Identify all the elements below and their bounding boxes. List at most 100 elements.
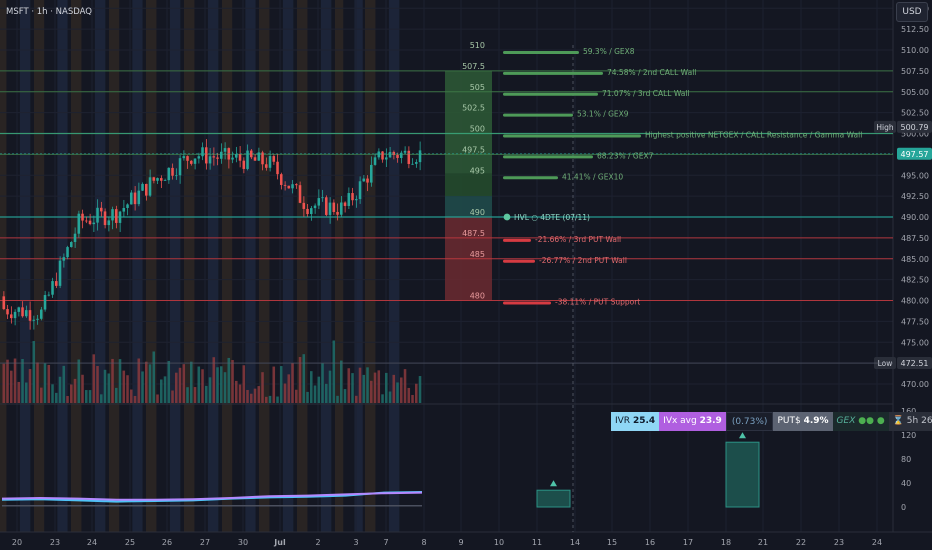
forecast-arrow-icon [739, 432, 746, 439]
level-description[interactable]: 71.07% / 3rd CALL Wall [602, 89, 690, 98]
session-band-premarket [259, 0, 270, 532]
price-tag-bg [897, 120, 932, 133]
candle-body [298, 185, 302, 203]
symbol-title[interactable]: MSFT · 1h · NASDAQ [6, 7, 92, 17]
candle-body [62, 257, 66, 261]
session-band-afterhours [207, 0, 219, 532]
volume-bar [272, 366, 276, 403]
session-band-premarket [297, 0, 308, 532]
time-axis[interactable]: 20 23 24 25 26 27 30 Jul 2 3 7 8 9 10 11 14 15 16 17 18 21 22… [12, 538, 882, 547]
volume-bar [36, 362, 39, 403]
time-tick-label: 10 [494, 538, 504, 547]
volume-bar [287, 374, 291, 403]
volume-bar [21, 358, 24, 403]
session-band-premarket [222, 0, 233, 532]
candle-body [261, 152, 264, 165]
session-band-afterhours [169, 0, 181, 532]
candle-body [186, 156, 189, 161]
volume-bar [377, 370, 381, 403]
candle-body [400, 152, 403, 158]
level-labels[interactable]: 510 59.3% / GEX8 507.5 74.58% / 2nd CALL Wa… [462, 41, 862, 307]
level-strike-label: 485 [470, 250, 485, 259]
volume-bar [171, 390, 174, 403]
candle-body [411, 163, 414, 165]
level-description[interactable]: Highest positive NETGEX / CALL Resistanc… [645, 131, 862, 140]
price-tick-label: 502.50 [901, 109, 929, 118]
level-description[interactable]: 59.3% / GEX8 [583, 47, 635, 56]
candle-body [295, 184, 298, 186]
candle-body [152, 177, 156, 181]
ivx-badge: IVx avg 23.9 [659, 412, 726, 431]
candle-body [257, 152, 261, 161]
gex-bar-485 [503, 259, 535, 263]
level-description[interactable]: -26.77% / 2nd PUT Wall [539, 256, 627, 265]
candle-body [96, 207, 99, 223]
candle-body [40, 309, 43, 319]
price-axis[interactable]: 515.00512.50510.00507.50505.00502.50500.… [0, 4, 932, 389]
session-band-afterhours [132, 0, 143, 532]
level-description[interactable]: 41.41% / GEX10 [562, 172, 623, 181]
level-strike-label: 487.5 [462, 229, 485, 238]
candle-body [2, 296, 6, 310]
volume-bar [276, 396, 279, 403]
candle-body [325, 197, 328, 215]
candle-body [148, 177, 152, 196]
price-tag-bg [897, 357, 932, 370]
candle-body [167, 167, 171, 181]
price-tick-label: 492.50 [901, 192, 929, 201]
level-description[interactable]: 68.23% / GEX7 [597, 151, 654, 160]
session-band-afterhours [57, 0, 68, 532]
oscillator-pane[interactable] [1, 432, 760, 508]
price-tick-label: 477.50 [901, 317, 929, 326]
volume-bar [261, 372, 264, 403]
volume-bar [81, 374, 84, 403]
volume-bar [411, 394, 414, 403]
volume-bar [328, 370, 332, 403]
ivx-value: 23.9 [699, 416, 722, 426]
session-band-premarket [184, 0, 195, 532]
volume-bar [370, 380, 373, 403]
candle-body [130, 192, 133, 205]
candlestick-series[interactable] [2, 139, 422, 330]
candle-body [47, 294, 51, 296]
volume-bar [332, 340, 336, 403]
level-description[interactable]: 53.1% / GEX9 [577, 110, 629, 119]
volume-bar [43, 363, 47, 403]
volume-bar [223, 372, 227, 403]
call-zone-lower [445, 173, 492, 197]
volume-bar [298, 357, 302, 403]
gex-bar-510 [503, 51, 579, 54]
candle-body [250, 150, 253, 158]
gex-bar-495 [503, 176, 558, 180]
candle-body [10, 314, 13, 319]
candle-body [178, 158, 182, 176]
volume-bar [40, 387, 43, 403]
oscillator-tick-label: 160 [901, 407, 916, 416]
volume-bar [167, 360, 171, 403]
candle-body [306, 208, 309, 215]
candle-body [321, 197, 324, 199]
candle-body [418, 150, 422, 163]
volume-bar [25, 382, 28, 403]
level-description[interactable]: HVL ○ 4DTE (07/11) [514, 213, 590, 222]
volume-bar [268, 395, 272, 403]
level-description[interactable]: -38.11% / PUT Support [555, 298, 640, 307]
candle-body [115, 209, 118, 223]
currency-badge[interactable]: USD [896, 2, 928, 22]
volume-bar [396, 382, 399, 403]
session-band-afterhours [245, 0, 256, 532]
volume-bar [115, 387, 118, 403]
level-description[interactable]: -21.66% / 3rd PUT Wall [535, 235, 621, 244]
volume-bar [313, 385, 317, 403]
level-description[interactable]: 74.58% / 2nd CALL Wall [607, 68, 696, 77]
candle-body [415, 162, 418, 164]
candle-body [88, 220, 92, 225]
volume-bar [96, 366, 99, 403]
price-tag-label: High [876, 123, 893, 132]
candle-body [13, 311, 17, 319]
candle-body [156, 178, 159, 181]
candle-body [313, 205, 317, 209]
candle-body [25, 310, 28, 317]
hvl-zone [445, 196, 492, 217]
